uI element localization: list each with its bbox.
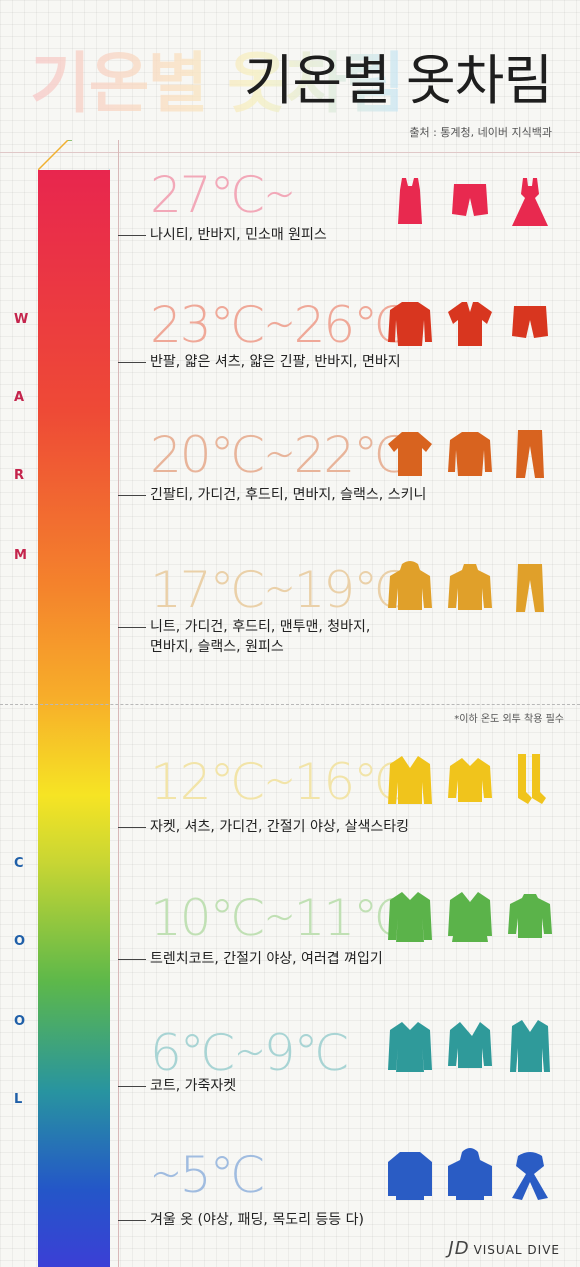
shorts-icon: [452, 184, 488, 216]
coat-note: *이하 온도 외투 착용 필수: [454, 714, 564, 725]
band-tick: [118, 495, 146, 496]
temperature-range: 12℃∼16℃: [150, 753, 409, 811]
long-sleeve-icon: [388, 302, 432, 346]
title-shadow: 기온별 옷차림: [30, 30, 405, 126]
clothes-list: 자켓, 셔츠, 가디건, 간절기 야상, 살색스타킹: [150, 819, 410, 835]
clothing-icons: [388, 174, 552, 228]
clothes-list: 코트, 가죽자켓: [150, 1078, 237, 1094]
shorts-icon: [512, 306, 548, 338]
band-tick: [118, 235, 146, 236]
clothes-list: 니트, 가디건, 후드티, 맨투맨, 청바지, 면바지, 슬랙스, 원피스: [150, 619, 371, 655]
brand-logo: JD VISUAL DIVE: [448, 1238, 560, 1259]
jacket-icon: [448, 758, 492, 802]
temperature-range: 20℃∼22℃: [150, 426, 409, 484]
double-coat-icon: [448, 892, 492, 942]
clothing-icons: [388, 888, 552, 942]
clothes-list: 반팔, 얇은 셔츠, 얇은 긴팔, 반바지, 면바지: [150, 354, 401, 370]
hooded-padding-icon: [448, 1148, 492, 1200]
scarf-icon: [512, 1152, 548, 1200]
hoodie-icon: [388, 561, 432, 610]
temperature-range: ∼5℃: [150, 1146, 266, 1204]
trench-coat-icon: [388, 892, 432, 942]
page-title: 기온별 옷차림: [243, 49, 553, 112]
band-tick: [118, 362, 146, 363]
clothes-list: 긴팔티, 가디건, 후드티, 면바지, 슬랙스, 스키니: [150, 487, 427, 503]
clothes-list: 나시티, 반바지, 민소매 원피스: [150, 227, 327, 243]
stockings-icon: [518, 754, 546, 804]
clothes-list: 겨울 옷 (야상, 패딩, 목도리 등등 다): [150, 1212, 364, 1228]
coat-threshold-line: [0, 704, 580, 705]
pants-icon: [516, 564, 544, 612]
long-sleeve-icon: [448, 432, 492, 476]
temperature-range: 23℃∼26℃: [150, 296, 409, 354]
temperature-range: 17℃∼19℃: [150, 561, 409, 619]
clothing-icons: [388, 560, 552, 614]
blazer-icon: [388, 756, 432, 804]
temperature-range: 10℃∼11℃: [150, 889, 409, 947]
cool-letter: O: [14, 1014, 26, 1029]
clothing-icons: [388, 296, 552, 350]
warm-letter: M: [14, 548, 27, 563]
warm-letter: W: [14, 312, 29, 327]
band-tick: [118, 1086, 146, 1087]
source-text: 출처 : 통계청, 네이버 지식백과: [409, 126, 552, 139]
thermometer-top: [38, 140, 110, 170]
band-tick: [118, 827, 146, 828]
pattern-sweater-icon: [508, 894, 552, 938]
clothing-icons: [388, 752, 552, 806]
cool-letter: O: [14, 934, 26, 949]
sleeveless-dress-icon: [512, 178, 548, 226]
coat-icon: [510, 1020, 550, 1072]
logo-text: VISUAL DIVE: [473, 1243, 560, 1257]
sweater-icon: [448, 564, 492, 610]
temperature-range: 27℃∼: [150, 166, 296, 224]
trench-coat-icon: [388, 1022, 432, 1072]
clothing-icons: [388, 426, 552, 480]
t-shirt-icon: [388, 432, 432, 476]
band-tick: [118, 627, 146, 628]
temperature-gradient-bar: [38, 170, 110, 1267]
polo-shirt-icon: [448, 302, 492, 346]
cool-letter: L: [14, 1092, 23, 1107]
vertical-guide-line: [118, 140, 119, 1267]
temperature-range: 6℃∼9℃: [150, 1024, 350, 1082]
band-tick: [118, 1220, 146, 1221]
cool-letter: C: [14, 856, 24, 871]
top-guide-line: [0, 152, 580, 153]
warm-letter: A: [14, 390, 25, 405]
leather-jacket-icon: [448, 1022, 492, 1068]
logo-mark: JD: [448, 1238, 470, 1259]
pants-icon: [516, 430, 544, 478]
band-tick: [118, 959, 146, 960]
warm-letter: R: [14, 468, 25, 483]
clothing-icons: [388, 1148, 552, 1202]
padding-icon: [388, 1152, 432, 1200]
tank-top-icon: [398, 178, 422, 224]
clothes-list: 트렌치코트, 간절기 야상, 여러겹 껴입기: [150, 951, 383, 967]
clothing-icons: [388, 1018, 552, 1072]
